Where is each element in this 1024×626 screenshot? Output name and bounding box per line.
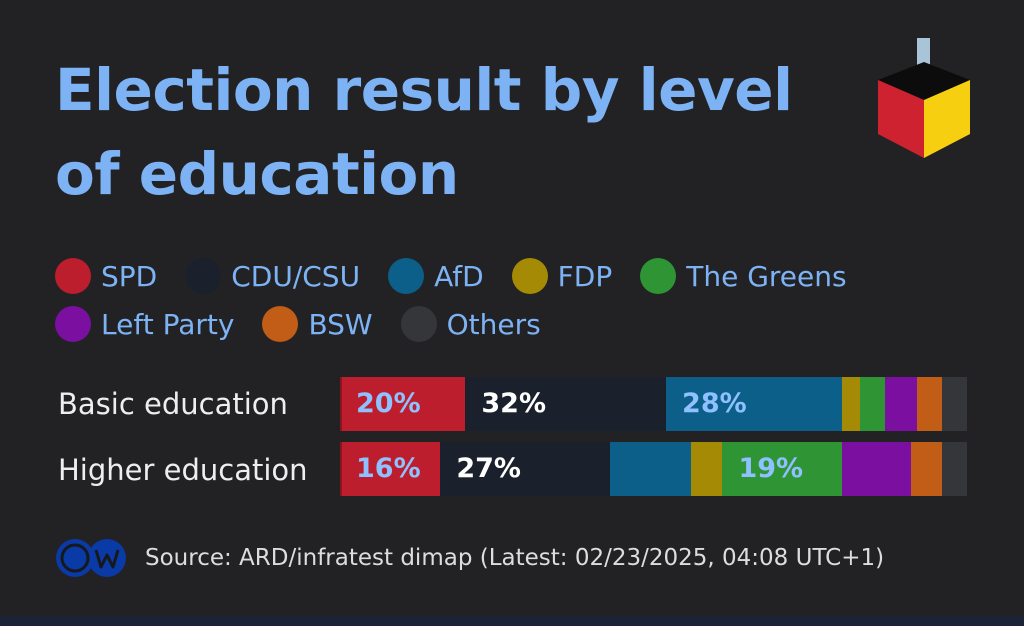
bar-segment-others [941,442,968,496]
legend-swatch [400,306,437,342]
legend-label: Left Party [101,307,235,341]
bar-segment-spd [340,442,441,496]
ballot-box-icon [878,38,970,158]
source-line: Source: ARD/infratest dimap (Latest: 02/… [55,538,884,578]
stacked-bar-higher-education: 16% 27% 19% [340,442,968,496]
source-text: Source: ARD/infratest dimap (Latest: 02/… [145,545,885,571]
legend-label: BSW [308,307,373,341]
legend-item-others: Others [400,306,541,342]
legend-swatch [55,306,91,342]
chart-title: Election result by level of education [55,56,793,208]
legend-swatch [388,258,425,294]
bar-segment-cdu-csu [440,442,611,496]
legend-row: Left Party BSW Others [55,300,955,348]
legend-item-afd: AfD [388,258,484,294]
bar-segment-left-party [841,442,912,496]
bar-segment-the-greens [860,377,886,431]
legend-item-spd: SPD [55,258,157,294]
legend-label: SPD [101,259,158,293]
legend-swatch [185,258,222,294]
bar-segment-the-greens [722,442,843,496]
legend-swatch [262,306,299,342]
data-label-afd: 28% [682,388,747,419]
bar-segment-afd [609,442,692,496]
bar-segment-spd [340,377,466,431]
dw-logo-icon [56,539,126,577]
legend-swatch [640,258,677,294]
stacked-bar-basic-education: 20% 32% 28% [340,377,968,431]
bar-segment-others [941,377,968,431]
legend-item-left-party: Left Party [55,306,234,342]
legend-row: SPD CDU/CSU AfD FDP The Greens [55,252,955,300]
bar-segment-bsw [910,442,943,496]
data-label-spd: 16% [356,453,421,484]
legend-label: The Greens [686,259,847,293]
legend-swatch [55,258,91,294]
bar-segment-left-party [885,377,918,431]
legend: SPD CDU/CSU AfD FDP The Greens Left Party BSW… [55,252,955,348]
bar-segment-fdp [691,442,723,496]
row-label-basic-education: Basic education [58,387,288,421]
data-label-the-greens: 19% [738,453,804,484]
data-label-spd: 20% [356,388,421,419]
legend-swatch [511,258,548,294]
legend-label: Others [446,307,541,341]
legend-label: CDU/CSU [231,259,361,293]
legend-label: FDP [557,259,613,293]
legend-item-bsw: BSW [262,306,373,342]
bar-segment-afd [666,377,843,431]
data-label-cdu-csu: 27% [456,453,521,484]
bar-segment-cdu-csu [465,377,667,431]
bar-segment-bsw [916,377,943,431]
legend-item-fdp: FDP [511,258,613,294]
data-label-cdu-csu: 32% [481,388,547,419]
bottom-strip [0,616,1024,626]
legend-item-cdu-csu: CDU/CSU [185,258,360,294]
legend-item-the-greens: The Greens [640,258,847,294]
row-label-higher-education: Higher education [58,453,308,487]
bar-segment-fdp [841,377,861,431]
legend-label: AfD [434,259,484,293]
